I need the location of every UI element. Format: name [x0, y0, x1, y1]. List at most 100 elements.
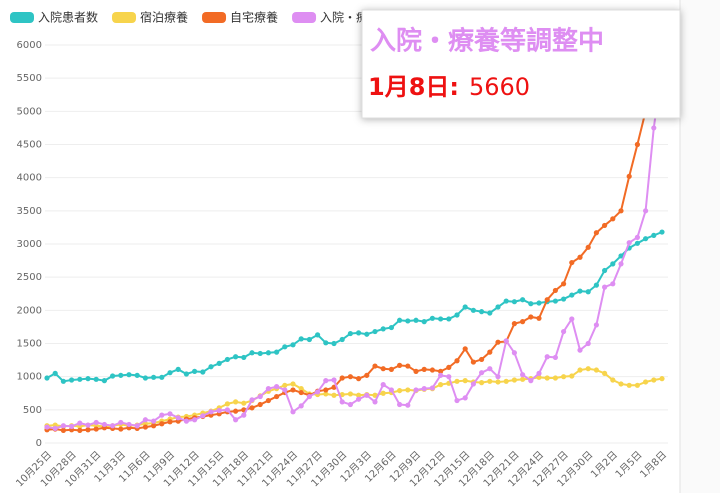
- data-point: [487, 378, 493, 384]
- data-point: [626, 240, 632, 246]
- data-point: [290, 381, 296, 387]
- y-tick-label: 3500: [17, 206, 42, 217]
- data-point: [577, 347, 583, 353]
- data-point: [52, 425, 58, 432]
- data-point: [183, 418, 189, 424]
- data-point: [552, 298, 559, 304]
- data-point: [593, 322, 600, 328]
- legend-swatch: [112, 12, 137, 23]
- data-point: [618, 381, 624, 387]
- data-point: [257, 401, 263, 408]
- data-point: [561, 374, 567, 380]
- data-point: [77, 376, 83, 382]
- data-point: [593, 230, 600, 236]
- data-point: [470, 359, 476, 365]
- data-point: [388, 387, 394, 393]
- tooltip: 入院・療養等調整中 1月8日: 5660: [361, 9, 681, 119]
- data-point: [110, 423, 116, 429]
- data-point: [167, 370, 173, 376]
- tooltip-box: [361, 9, 681, 119]
- data-point: [126, 421, 132, 428]
- data-point: [142, 424, 148, 430]
- data-point: [651, 232, 657, 238]
- data-point: [487, 310, 493, 316]
- data-point: [536, 374, 542, 380]
- data-point: [323, 378, 329, 384]
- data-point: [77, 427, 83, 433]
- data-point: [479, 356, 485, 363]
- data-point: [159, 374, 165, 380]
- data-point: [52, 370, 58, 376]
- data-point: [593, 282, 600, 288]
- data-point: [511, 321, 517, 327]
- y-tick-label: 2000: [17, 305, 42, 316]
- data-point: [626, 173, 632, 179]
- data-point: [380, 390, 386, 396]
- data-point: [224, 356, 230, 363]
- data-point: [60, 423, 66, 429]
- data-point: [60, 378, 66, 384]
- data-point: [126, 372, 132, 378]
- data-point: [511, 350, 517, 356]
- data-point: [339, 375, 345, 381]
- data-point: [233, 408, 239, 414]
- data-point: [118, 426, 124, 432]
- data-point: [610, 281, 616, 287]
- x-tick-label: 1月5日: [613, 449, 645, 481]
- data-point: [585, 340, 591, 347]
- data-point: [487, 366, 493, 372]
- data-point: [634, 382, 641, 388]
- data-point: [643, 379, 649, 385]
- data-point: [536, 315, 542, 321]
- data-point: [429, 385, 435, 391]
- data-point: [167, 419, 173, 425]
- data-point: [643, 208, 649, 214]
- legend-swatch: [10, 12, 34, 23]
- data-point: [495, 339, 501, 345]
- y-tick-label: 4000: [17, 173, 42, 184]
- data-point: [274, 393, 280, 400]
- y-tick-label: 6000: [17, 40, 42, 51]
- data-point: [356, 376, 362, 382]
- x-tick-label: 1月2日: [588, 449, 620, 481]
- data-point: [364, 392, 370, 398]
- data-point: [233, 399, 239, 405]
- data-point: [511, 377, 517, 383]
- data-point: [93, 419, 99, 426]
- data-point: [282, 387, 288, 393]
- data-point: [626, 382, 632, 388]
- data-point: [454, 312, 460, 318]
- data-point: [397, 362, 403, 368]
- data-point: [413, 368, 419, 374]
- data-point: [93, 376, 99, 382]
- data-point: [85, 422, 91, 428]
- data-point: [602, 222, 608, 229]
- data-point: [372, 328, 378, 335]
- data-point: [577, 367, 583, 373]
- data-point: [298, 336, 304, 342]
- data-point: [495, 379, 501, 385]
- data-point: [298, 389, 304, 396]
- data-point: [413, 317, 419, 323]
- data-point: [561, 281, 567, 287]
- tooltip-label: 1月8日:: [368, 73, 459, 101]
- data-point: [241, 412, 247, 418]
- data-point: [618, 253, 624, 259]
- data-point: [520, 297, 526, 303]
- data-point: [274, 384, 280, 390]
- data-point: [216, 407, 222, 414]
- data-point: [134, 423, 140, 429]
- data-point: [315, 332, 321, 338]
- data-point: [552, 287, 559, 294]
- data-point: [167, 411, 173, 417]
- data-point: [282, 344, 288, 350]
- data-point: [536, 300, 542, 306]
- data-point: [142, 417, 148, 423]
- data-point: [479, 309, 485, 315]
- data-point: [634, 141, 641, 148]
- data-point: [446, 374, 452, 380]
- data-point: [265, 386, 271, 392]
- data-point: [372, 392, 378, 398]
- data-point: [183, 371, 189, 377]
